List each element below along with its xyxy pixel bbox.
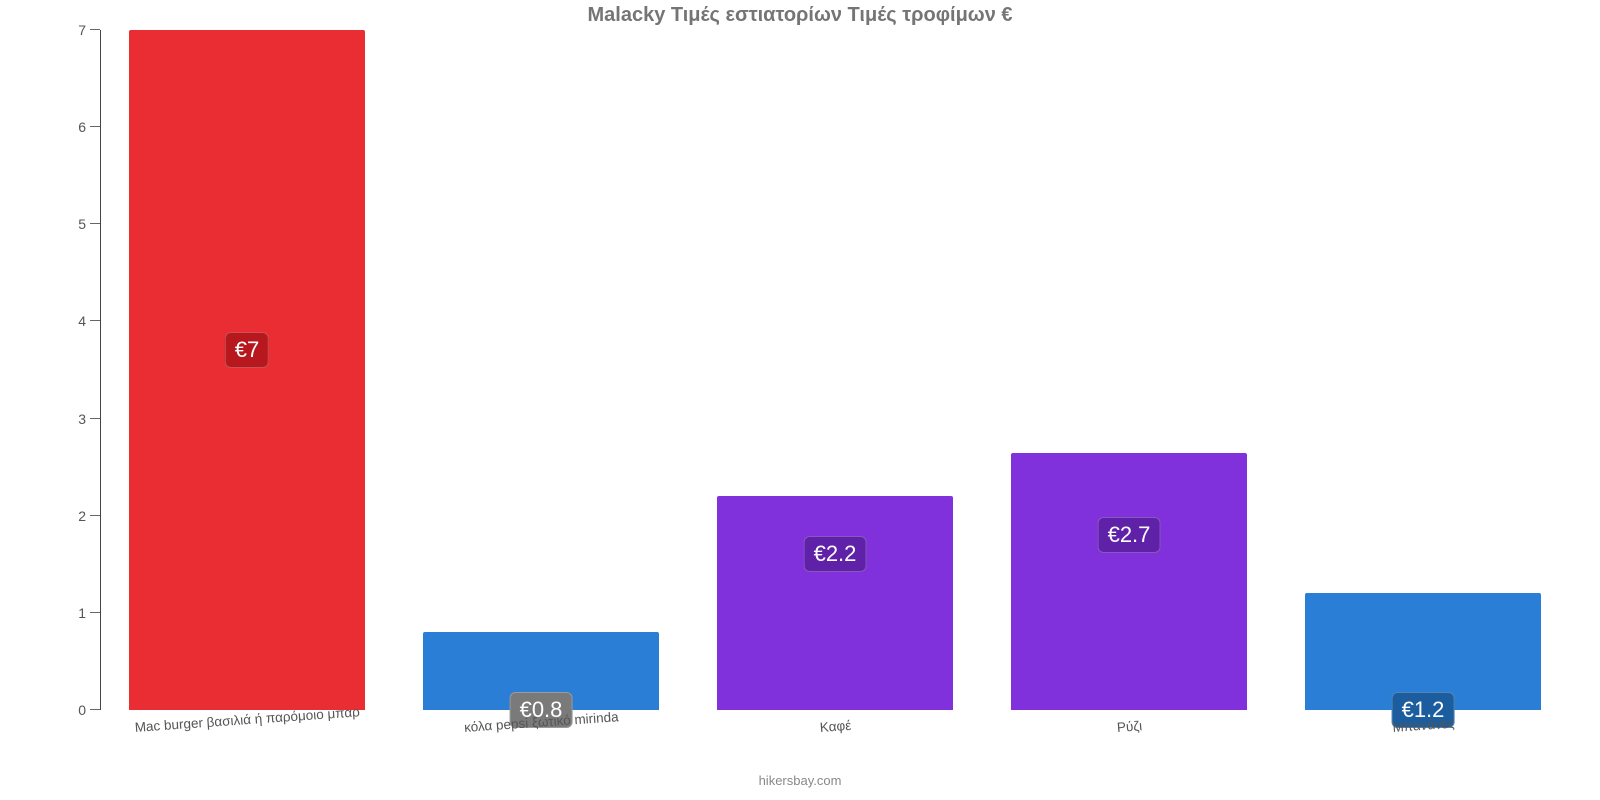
plot-area: €7€0.8€2.2€2.7€1.2 01234567	[100, 30, 1570, 710]
bar-chart-container: Malacky Τιμές εστιατορίων Τιμές τροφίμων…	[0, 0, 1600, 800]
x-axis-category-label: Καφέ	[819, 718, 851, 735]
bar: €2.7	[1011, 453, 1246, 710]
bar: €0.8	[423, 632, 658, 710]
bar-data-label: €7	[225, 332, 269, 368]
x-axis-category-label: κόλα pepsi ξωτικό mirinda	[464, 709, 619, 735]
x-label-slot: κόλα pepsi ξωτικό mirinda	[394, 712, 688, 772]
bar-slot: €1.2	[1276, 30, 1570, 710]
bar-data-label: €2.2	[804, 536, 867, 572]
bar-data-label: €2.7	[1098, 517, 1161, 553]
bar-slot: €7	[100, 30, 394, 710]
y-tick-label: 4	[78, 313, 100, 329]
y-tick-label: 5	[78, 216, 100, 232]
y-tick-label: 7	[78, 22, 100, 38]
bar: €2.2	[717, 496, 952, 710]
x-label-slot: Ρύζι	[982, 712, 1276, 772]
attribution-text: hikersbay.com	[0, 773, 1600, 788]
y-tick-label: 2	[78, 508, 100, 524]
chart-title: Malacky Τιμές εστιατορίων Τιμές τροφίμων…	[0, 4, 1600, 27]
x-axis-category-label: Μπανάνες	[1392, 716, 1455, 735]
x-axis-labels: Mac burger βασιλιά ή παρόμοιο μπαρ κόλα p…	[100, 712, 1570, 772]
y-tick-label: 3	[78, 411, 100, 427]
bar: €1.2	[1305, 593, 1540, 710]
x-label-slot: Mac burger βασιλιά ή παρόμοιο μπαρ	[100, 712, 394, 772]
bar: €7	[129, 30, 364, 710]
y-tick-label: 1	[78, 605, 100, 621]
x-label-slot: Μπανάνες	[1276, 712, 1570, 772]
x-axis-category-label: Ρύζι	[1116, 718, 1142, 735]
bar-slot: €2.2	[688, 30, 982, 710]
y-tick-label: 0	[78, 702, 100, 718]
x-label-slot: Καφέ	[688, 712, 982, 772]
bar-slot: €2.7	[982, 30, 1276, 710]
y-tick-label: 6	[78, 119, 100, 135]
bars-row: €7 €0.8 €2.2 €2.7 €1.2	[100, 30, 1570, 710]
bar-slot: €0.8	[394, 30, 688, 710]
